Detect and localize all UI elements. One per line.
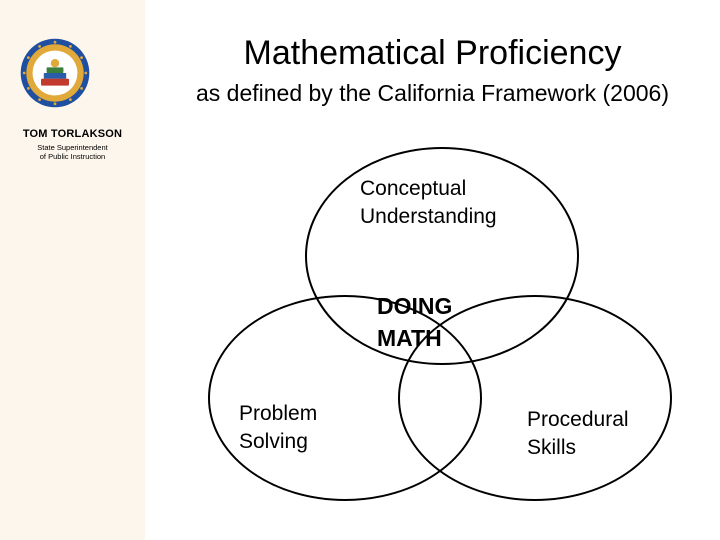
official-title-line1: State Superintendent: [37, 143, 107, 152]
venn-label-right-line2: Skills: [527, 436, 576, 459]
venn-label-center: DOING MATH: [377, 290, 452, 354]
venn-label-right: Procedural Skills: [527, 406, 629, 463]
venn-label-center-line1: DOING: [377, 293, 452, 319]
state-seal-icon: [20, 38, 90, 108]
official-title: State Superintendent of Public Instructi…: [0, 143, 145, 162]
venn-label-center-line2: MATH: [377, 325, 442, 351]
sidebar: TOM TORLAKSON State Superintendent of Pu…: [0, 0, 145, 540]
official-name: TOM TORLAKSON: [0, 128, 145, 140]
slide-page: TOM TORLAKSON State Superintendent of Pu…: [0, 0, 720, 540]
venn-label-top: Conceptual Understanding: [360, 175, 497, 232]
venn-diagram: [145, 0, 720, 540]
venn-label-top-line2: Understanding: [360, 205, 497, 228]
venn-label-left-line1: Problem: [239, 402, 317, 425]
venn-label-left: Problem Solving: [239, 400, 317, 457]
official-title-line2: of Public Instruction: [40, 152, 105, 161]
venn-label-top-line1: Conceptual: [360, 177, 466, 200]
venn-label-right-line1: Procedural: [527, 408, 629, 431]
content-area: Mathematical Proficiency as defined by t…: [145, 0, 720, 540]
venn-label-left-line2: Solving: [239, 430, 308, 453]
